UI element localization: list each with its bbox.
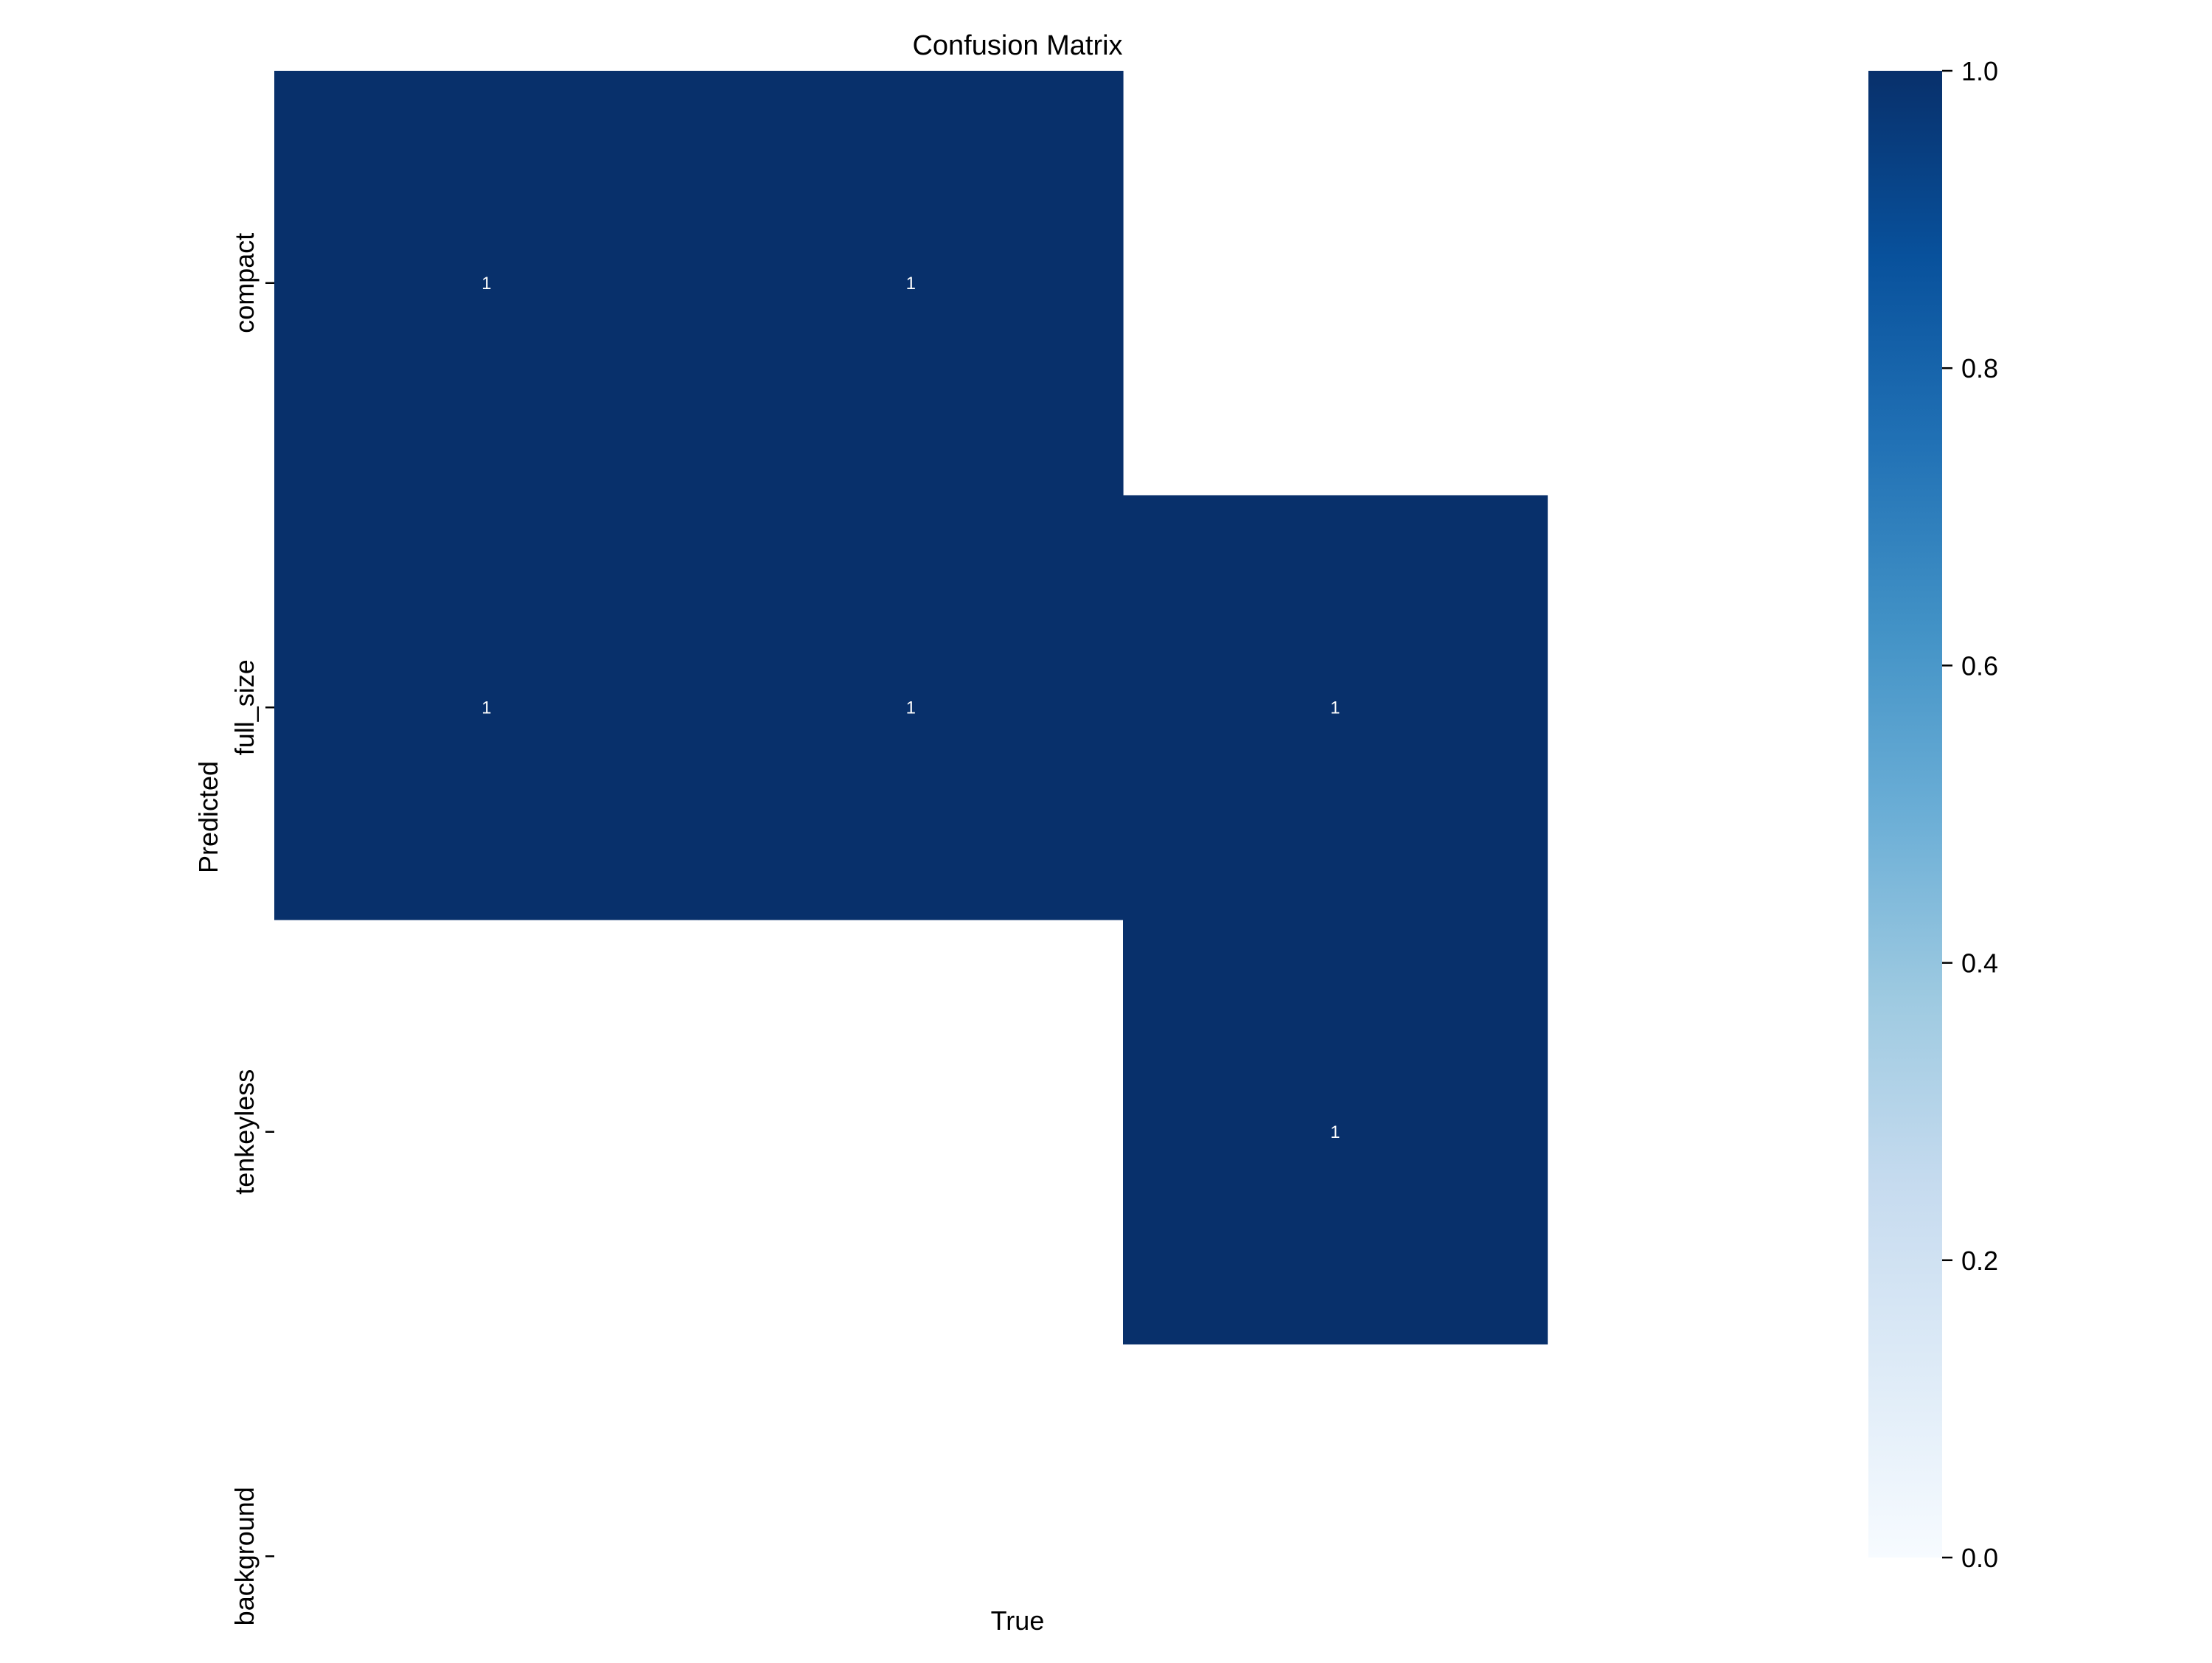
cell-value-label: 1 <box>481 698 491 718</box>
colorbar-tick-label: 1.0 <box>1961 56 1998 86</box>
chart-title: Confusion Matrix <box>912 30 1122 61</box>
colorbar: 0.0 0.2 0.4 0.6 0.8 1.0 <box>1868 56 1998 1573</box>
y-tick-label-tenkeyless: tenkeyless <box>229 1069 260 1195</box>
colorbar-tick-label: 0.4 <box>1961 948 1998 979</box>
heatmap-annotations: 1 1 1 1 1 1 <box>481 274 1340 1142</box>
heatmap-cell-full_size-compact <box>274 495 700 920</box>
x-axis-label: True <box>991 1605 1045 1636</box>
y-tick-label-compact: compact <box>229 233 260 333</box>
heatmap-cell-full_size-full_size <box>698 495 1124 920</box>
heatmap-cell-compact-full_size <box>698 71 1124 496</box>
cell-value-label: 1 <box>906 698 916 718</box>
heatmap-cell-tenkeyless-tenkeyless <box>1123 920 1548 1345</box>
cell-value-label: 1 <box>1330 698 1340 718</box>
cell-value-label: 1 <box>1330 1122 1340 1142</box>
cell-value-label: 1 <box>481 274 491 294</box>
heatmap-cell-full_size-tenkeyless <box>1123 495 1548 920</box>
y-axis: compact full_size tenkeyless background <box>229 233 274 1625</box>
colorbar-tick-label: 0.2 <box>1961 1246 1998 1276</box>
heatmap-cells <box>274 71 1548 1345</box>
y-tick-label-background: background <box>229 1487 260 1625</box>
y-tick-label-full_size: full_size <box>229 659 260 755</box>
cell-value-label: 1 <box>906 274 916 294</box>
colorbar-tick-label: 0.6 <box>1961 650 1998 681</box>
colorbar-tick-label: 0.0 <box>1961 1543 1998 1573</box>
colorbar-tick-label: 0.8 <box>1961 353 1998 383</box>
y-axis-label: Predicted <box>193 761 223 873</box>
colorbar-gradient <box>1868 71 1942 1558</box>
heatmap-cell-compact-compact <box>274 71 700 496</box>
